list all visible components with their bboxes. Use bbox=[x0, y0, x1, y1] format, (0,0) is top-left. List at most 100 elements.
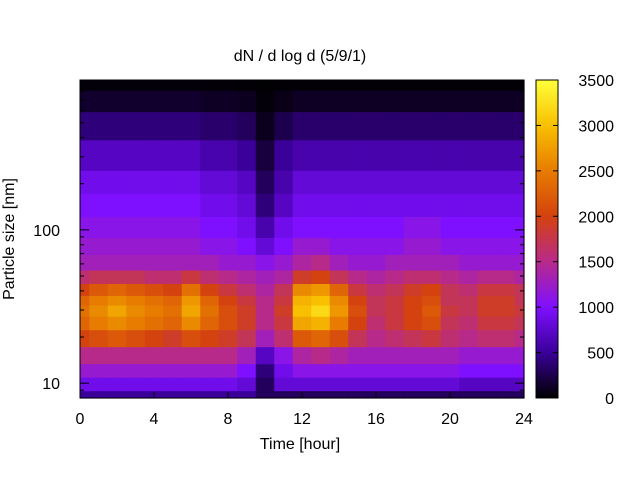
heatmap-cell bbox=[440, 216, 460, 238]
heatmap-cell bbox=[80, 329, 90, 348]
heatmap-cell bbox=[329, 237, 349, 255]
y-tick-label: 10 bbox=[42, 376, 60, 393]
heatmap-cell bbox=[255, 170, 275, 194]
heatmap-cell bbox=[329, 390, 349, 399]
heatmap-cell bbox=[163, 80, 183, 91]
colorbar-tick-label: 1500 bbox=[578, 255, 614, 272]
heatmap-cell bbox=[385, 193, 405, 217]
heatmap-cell bbox=[514, 377, 525, 392]
heatmap-cell bbox=[237, 329, 257, 348]
heatmap-cell bbox=[348, 90, 368, 113]
heatmap-cell bbox=[163, 170, 183, 194]
heatmap-cell bbox=[255, 329, 275, 348]
heatmap-cell bbox=[366, 283, 386, 296]
heatmap-cell bbox=[422, 170, 442, 194]
heatmap-cell bbox=[292, 193, 312, 217]
heatmap-cell bbox=[89, 390, 109, 399]
heatmap-cell bbox=[329, 111, 349, 141]
heatmap-cell bbox=[459, 377, 479, 392]
heatmap-cell bbox=[459, 295, 479, 306]
heatmap-cell bbox=[292, 170, 312, 194]
heatmap-cell bbox=[107, 346, 127, 365]
heatmap-cell bbox=[459, 390, 479, 399]
heatmap-cell bbox=[107, 237, 127, 255]
heatmap-cell bbox=[274, 295, 294, 306]
heatmap-cell bbox=[459, 170, 479, 194]
heatmap-cell bbox=[200, 237, 220, 255]
heatmap-cell bbox=[144, 139, 164, 171]
heatmap-cell bbox=[477, 216, 497, 238]
heatmap-cell bbox=[292, 216, 312, 238]
heatmap-cell bbox=[403, 193, 423, 217]
heatmap-cell bbox=[348, 304, 368, 317]
heatmap-cell bbox=[200, 329, 220, 348]
heatmap-cell bbox=[496, 304, 516, 317]
heatmap-cell bbox=[496, 377, 516, 392]
heatmap-cell bbox=[144, 295, 164, 306]
heatmap-cell bbox=[477, 90, 497, 113]
heatmap-cell bbox=[89, 346, 109, 365]
heatmap-cell bbox=[255, 295, 275, 306]
heatmap-cell bbox=[237, 170, 257, 194]
heatmap-cell bbox=[477, 170, 497, 194]
heatmap-cell bbox=[80, 139, 90, 171]
heatmap-cell bbox=[311, 346, 331, 365]
heatmap-cell bbox=[311, 216, 331, 238]
heatmap-cell bbox=[89, 269, 109, 285]
heatmap-cell bbox=[274, 170, 294, 194]
heatmap-cell bbox=[440, 170, 460, 194]
heatmap-cell bbox=[496, 390, 516, 399]
heatmap-cell bbox=[237, 111, 257, 141]
heatmap-cell bbox=[274, 390, 294, 399]
heatmap-cell bbox=[292, 283, 312, 296]
heatmap-cell bbox=[477, 269, 497, 285]
heatmap-cell bbox=[385, 283, 405, 296]
heatmap-cell bbox=[144, 269, 164, 285]
heatmap-cell bbox=[422, 390, 442, 399]
heatmap-cell bbox=[274, 90, 294, 113]
heatmap-cell bbox=[144, 237, 164, 255]
heatmap-cell bbox=[89, 254, 109, 271]
heatmap-cell bbox=[403, 377, 423, 392]
heatmap-cell bbox=[422, 346, 442, 365]
heatmap-cell bbox=[200, 170, 220, 194]
heatmap-cell bbox=[440, 346, 460, 365]
heatmap-cell bbox=[385, 111, 405, 141]
heatmap-cell bbox=[311, 377, 331, 392]
heatmap-cell bbox=[366, 269, 386, 285]
heatmap-cell bbox=[255, 377, 275, 392]
heatmap-cell bbox=[348, 170, 368, 194]
heatmap-cell bbox=[218, 90, 238, 113]
heatmap-cell bbox=[107, 254, 127, 271]
heatmap-cell bbox=[181, 193, 201, 217]
y-axis-label: Particle size [nm] bbox=[1, 178, 18, 300]
heatmap-cell bbox=[126, 304, 146, 317]
heatmap-cell bbox=[311, 170, 331, 194]
heatmap-cell bbox=[200, 80, 220, 91]
heatmap-cell bbox=[385, 80, 405, 91]
heatmap-cell bbox=[181, 90, 201, 113]
heatmap-cell bbox=[459, 254, 479, 271]
heatmap-cell bbox=[181, 304, 201, 317]
heatmap-cell bbox=[255, 316, 275, 331]
y-axis-ticks: 10 100 bbox=[33, 83, 524, 393]
heatmap-cell bbox=[311, 193, 331, 217]
heatmap-cell bbox=[496, 90, 516, 113]
heatmap-cell bbox=[366, 304, 386, 317]
heatmap-cell bbox=[440, 193, 460, 217]
heatmap-cell bbox=[89, 216, 109, 238]
heatmap-cell bbox=[107, 329, 127, 348]
heatmap-cell bbox=[477, 283, 497, 296]
heatmap-cell bbox=[311, 139, 331, 171]
heatmap-cell bbox=[403, 111, 423, 141]
heatmap-cell bbox=[385, 170, 405, 194]
heatmap-cell bbox=[496, 216, 516, 238]
heatmap-cell bbox=[200, 283, 220, 296]
heatmap-cell bbox=[274, 80, 294, 91]
heatmap-cell bbox=[385, 139, 405, 171]
heatmap-cell bbox=[255, 90, 275, 113]
heatmap-cell bbox=[89, 316, 109, 331]
heatmap-cell bbox=[163, 295, 183, 306]
x-tick-label: 16 bbox=[367, 411, 385, 428]
heatmap-cell bbox=[311, 80, 331, 91]
